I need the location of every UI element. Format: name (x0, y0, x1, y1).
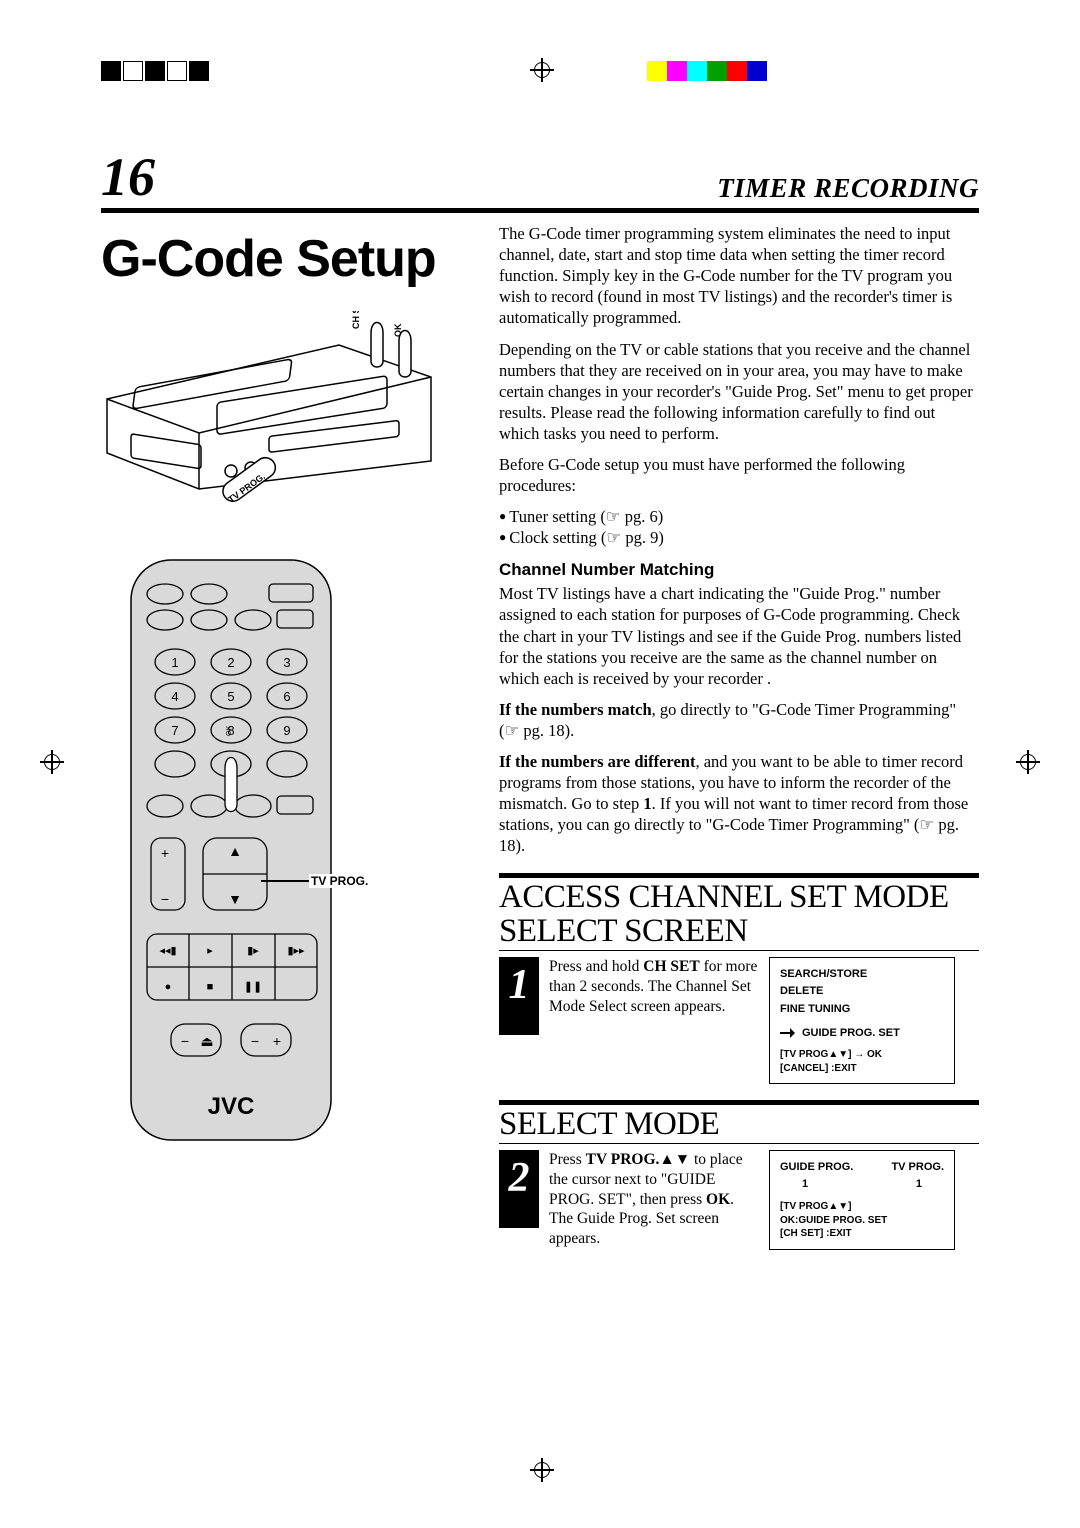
svg-text:4: 4 (171, 689, 178, 704)
registration-swatches (0, 58, 1080, 84)
registration-mark-bottom (530, 1458, 554, 1482)
svg-text:▲: ▲ (228, 843, 242, 859)
step2-row: 2 Press TV PROG.▲▼ to place the cursor n… (499, 1150, 979, 1250)
svg-text:❚❚: ❚❚ (244, 981, 262, 993)
bullet-clock: Clock setting (☞ pg. 9) (499, 527, 979, 548)
svg-text:−: − (161, 891, 169, 907)
remote-brand: JVC (208, 1093, 255, 1120)
svg-text:1: 1 (171, 655, 178, 670)
osd1-line1: SEARCH/STORE (780, 966, 944, 984)
matching-heading: Channel Number Matching (499, 559, 979, 581)
intro-bullets: Tuner setting (☞ pg. 6) Clock setting (☞… (499, 506, 979, 548)
page-number: 16 (101, 150, 155, 204)
registration-mark-top (530, 58, 554, 82)
osd1-line3: FINE TUNING (780, 1001, 944, 1019)
svg-text:OK: OK (226, 726, 233, 736)
registration-mark-left (40, 750, 64, 774)
step1-osd: SEARCH/STORE DELETE FINE TUNING GUIDE PR… (769, 957, 955, 1084)
svg-text:■: ■ (207, 981, 214, 993)
matching-p2: If the numbers match, go directly to "G-… (499, 699, 979, 741)
step2-text-d: OK (706, 1191, 730, 1208)
svg-text:9: 9 (283, 723, 290, 738)
intro-p1: The G-Code timer programming system elim… (499, 223, 979, 329)
remote-tvprog-label: TV PROG. (309, 874, 370, 888)
step2-text-a: Press (549, 1151, 586, 1168)
matching-p1: Most TV listings have a chart indicating… (499, 583, 979, 689)
osd2-footer: [TV PROG▲▼] OK:GUIDE PROG. SET [CH SET] … (780, 1200, 944, 1241)
svg-text:−: − (181, 1033, 189, 1049)
osd2-val2: 1 (916, 1176, 922, 1194)
osd2-footer3: [CH SET] :EXIT (780, 1227, 944, 1241)
matching-p3-step: 1 (643, 794, 651, 813)
step1-number: 1 (499, 957, 539, 1035)
step1-row: 1 Press and hold CH SET for more than 2 … (499, 957, 979, 1084)
osd2-footer2: OK:GUIDE PROG. SET (780, 1214, 944, 1228)
pointer-icon (780, 1028, 794, 1038)
step2-number: 2 (499, 1150, 539, 1228)
osd2-col1: GUIDE PROG. (780, 1159, 853, 1177)
intro-p2: Depending on the TV or cable stations th… (499, 339, 979, 445)
svg-text:2: 2 (227, 655, 234, 670)
osd2-footer1: [TV PROG▲▼] (780, 1200, 944, 1214)
svg-text:●: ● (165, 981, 172, 993)
callout-line (261, 880, 309, 882)
svg-text:⏏: ⏏ (200, 1033, 213, 1049)
remote-illustration: 123 456 789 0 OK JVC ◂◂▮▸▮▸▮▸▸ (101, 554, 401, 1159)
section-heading: TIMER RECORDING (717, 173, 979, 204)
matching-p3-bold: If the numbers are different (499, 752, 695, 771)
osd1-footer2: [CANCEL] :EXIT (780, 1062, 944, 1076)
svg-text:▸: ▸ (207, 945, 213, 957)
step1-text-b: CH SET (643, 958, 699, 975)
vcr-label-ok: OK (393, 323, 403, 337)
step1-text-a: Press and hold (549, 958, 643, 975)
page-title: G-Code Setup (101, 229, 471, 289)
vcr-label-chset: CH SET (351, 311, 361, 329)
osd1-footer1: [TV PROG▲▼] → OK (780, 1048, 944, 1062)
page-header: 16 TIMER RECORDING (101, 150, 979, 213)
osd2-values: 1 1 (780, 1176, 944, 1194)
svg-text:7: 7 (171, 723, 178, 738)
svg-text:▼: ▼ (228, 891, 242, 907)
step1-text: Press and hold CH SET for more than 2 se… (549, 957, 759, 1084)
step2-text-b: TV PROG.▲▼ (586, 1151, 690, 1168)
osd1-line2: DELETE (780, 983, 944, 1001)
svg-text:5: 5 (227, 689, 234, 704)
registration-mark-right (1016, 750, 1040, 774)
intro-p3: Before G-Code setup you must have perfor… (499, 454, 979, 496)
osd1-highlight: GUIDE PROG. SET (780, 1025, 944, 1043)
osd1-footer: [TV PROG▲▼] → OK [CANCEL] :EXIT (780, 1048, 944, 1075)
osd1-highlight-text: GUIDE PROG. SET (802, 1025, 900, 1043)
step2-title: SELECT MODE (499, 1100, 979, 1144)
svg-text:◂◂▮: ◂◂▮ (159, 945, 176, 957)
vcr-illustration: CH SET OK TV PROG. (101, 311, 471, 510)
osd2-col2: TV PROG. (891, 1159, 944, 1177)
svg-text:▮▸: ▮▸ (247, 945, 259, 957)
osd2-header: GUIDE PROG. TV PROG. (780, 1159, 944, 1177)
svg-text:▮▸▸: ▮▸▸ (287, 945, 305, 957)
step1-title: ACCESS CHANNEL SET MODE SELECT SCREEN (499, 873, 979, 951)
bullet-tuner: Tuner setting (☞ pg. 6) (499, 506, 979, 527)
osd2-val1: 1 (802, 1176, 808, 1194)
svg-text:6: 6 (283, 689, 290, 704)
svg-text:3: 3 (283, 655, 290, 670)
step2-osd: GUIDE PROG. TV PROG. 1 1 [TV PROG▲▼] OK:… (769, 1150, 955, 1250)
svg-text:+: + (161, 845, 169, 861)
svg-text:+: + (273, 1033, 281, 1049)
matching-p2-bold: If the numbers match (499, 700, 652, 719)
step2-text: Press TV PROG.▲▼ to place the cursor nex… (549, 1150, 759, 1250)
svg-text:−: − (251, 1033, 259, 1049)
matching-p3: If the numbers are different, and you wa… (499, 751, 979, 857)
